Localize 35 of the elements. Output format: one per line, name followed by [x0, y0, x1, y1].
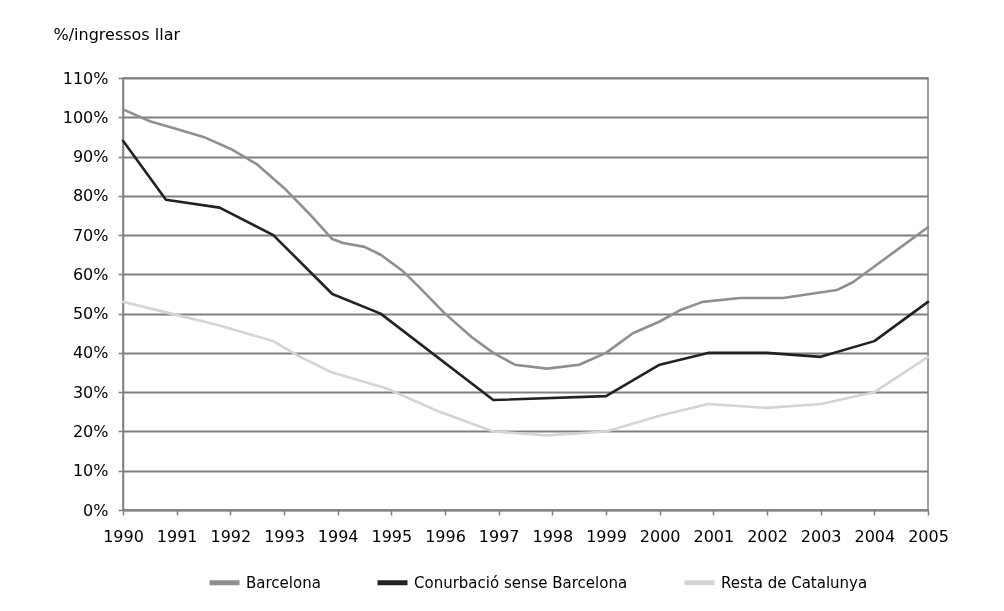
x-tick-label: 1999: [586, 526, 627, 546]
x-tick-label: 2003: [800, 526, 842, 546]
x-tick-label: 1993: [264, 526, 305, 546]
y-tick-label: 60%: [72, 264, 109, 284]
y-tick-label: 0%: [83, 500, 109, 520]
legend-label: Resta de Catalunya: [721, 573, 868, 592]
y-tick-label: 40%: [72, 343, 109, 363]
x-tick-label: 1994: [317, 526, 359, 546]
x-tick-label: 2001: [693, 526, 735, 546]
y-tick-label: 70%: [72, 225, 109, 245]
y-tick-label: 80%: [72, 186, 109, 206]
x-tick-label: 1998: [532, 526, 574, 546]
line-series: [121, 108, 930, 370]
y-axis-title: %/ingressos llar: [53, 24, 181, 44]
x-tick-label: 2000: [639, 526, 681, 546]
legend-label: Conurbació sense Barcelona: [414, 573, 628, 592]
x-tick-label: 2005: [908, 526, 949, 546]
y-tick-label: 50%: [72, 304, 109, 324]
line-series: [121, 300, 930, 437]
y-tick-label: 90%: [72, 147, 109, 167]
x-tick-label: 2004: [854, 526, 896, 546]
y-tick-label: 30%: [72, 382, 109, 402]
legend-label: Barcelona: [246, 573, 321, 592]
x-tick-label: 1995: [371, 526, 413, 546]
y-tick-label: 20%: [72, 421, 109, 441]
x-tick-label: 1991: [156, 526, 198, 546]
x-tick-label: 1996: [425, 526, 466, 546]
x-tick-label: 1997: [478, 526, 520, 546]
x-tick-label: 2002: [747, 526, 788, 546]
line-series: [121, 139, 930, 402]
x-tick-label: 1992: [210, 526, 252, 546]
y-tick-label: 110%: [62, 68, 109, 88]
x-tick-label: 1990: [103, 526, 144, 546]
y-tick-label: 10%: [72, 461, 109, 481]
y-tick-label: 100%: [62, 107, 109, 127]
